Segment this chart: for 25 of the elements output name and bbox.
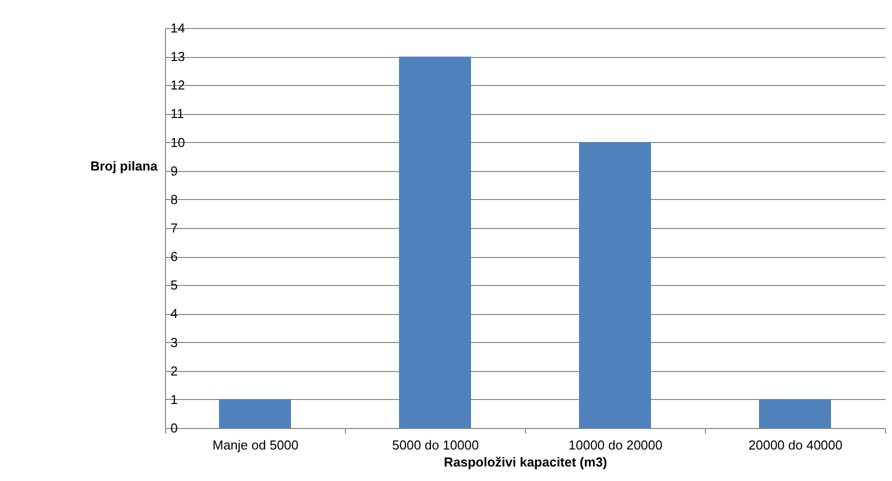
y-tick-label: 14 (170, 20, 185, 36)
bar (219, 399, 291, 428)
y-tick-label: 11 (170, 106, 184, 122)
y-tick-label: 7 (170, 220, 178, 236)
y-tick-label: 8 (170, 192, 178, 207)
x-tick-label: 10000 do 20000 (568, 438, 662, 452)
x-axis-title: Raspoloživi kapacitet (m3) (444, 454, 608, 470)
x-tick-label: 20000 do 40000 (748, 438, 842, 452)
y-tick-label: 4 (170, 306, 178, 322)
y-tick-label: 1 (170, 392, 178, 407)
y-tick-label: 13 (170, 49, 185, 64)
y-tick-label: 0 (170, 420, 178, 436)
x-tick-label: Manje od 5000 (212, 438, 299, 452)
y-tick-label: 12 (170, 78, 185, 93)
bar (759, 399, 831, 428)
y-tick-label: 3 (170, 334, 178, 350)
x-tick-label: 5000 do 10000 (392, 438, 479, 452)
bar (399, 56, 471, 428)
y-axis-title: Broj pilana (90, 158, 158, 174)
y-tick-label: 9 (170, 163, 178, 178)
y-tick-label: 6 (170, 249, 178, 264)
bar (579, 142, 651, 428)
y-tick-label: 10 (170, 134, 185, 150)
y-tick-label: 5 (170, 278, 178, 293)
y-tick-label: 2 (170, 363, 178, 378)
